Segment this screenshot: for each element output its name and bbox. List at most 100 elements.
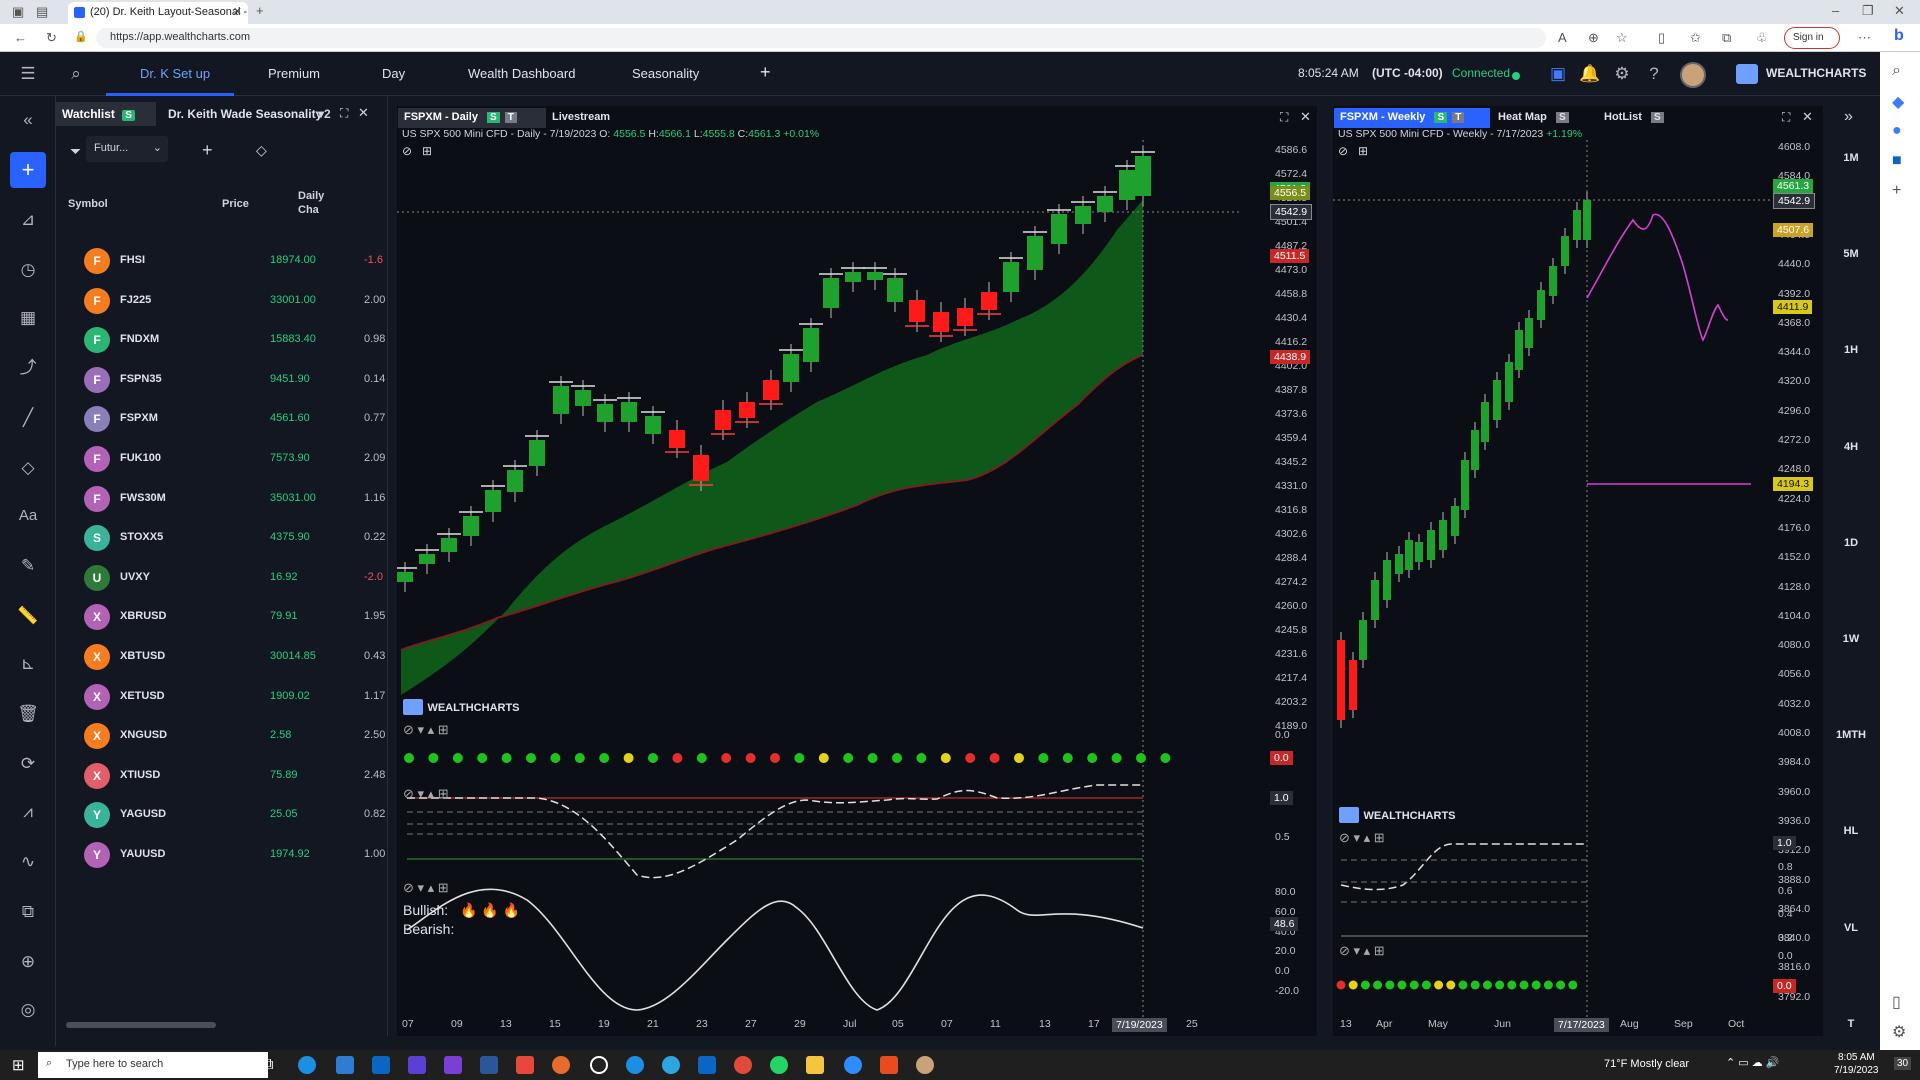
chart-type-icon[interactable]: ⊿	[20, 210, 36, 229]
watchlist-row[interactable]: F FJ225 33001.00 2.00	[56, 280, 388, 319]
ruler-icon[interactable]: 📏	[17, 606, 39, 625]
timeframe-button[interactable]: 1M	[1843, 152, 1859, 164]
help-circle-icon[interactable]: ◎	[20, 1000, 36, 1019]
heat-map-tab[interactable]: Heat Map S	[1492, 108, 1575, 128]
watchlist-row[interactable]: F FHSI 18974.00 -1.6	[56, 240, 388, 279]
app-icon-4[interactable]	[408, 1056, 426, 1074]
timeframe-button[interactable]: 4H	[1843, 440, 1859, 453]
word-app-icon[interactable]	[480, 1056, 498, 1074]
daily-ind3-controls[interactable]: ⊘ ▾ ▴ ⊞	[403, 880, 449, 895]
trend-icon[interactable]: ⤴	[19, 358, 37, 377]
taskbar-search[interactable]: ⌕ Type here to search	[38, 1052, 268, 1078]
daily-visibility-icon[interactable]: ⊘	[402, 144, 413, 158]
pencil-icon[interactable]: ✎	[20, 556, 36, 575]
livestream-tab[interactable]: Livestream	[552, 111, 611, 123]
nav-tab-seasonality[interactable]: Seasonality	[632, 66, 700, 81]
sign-in-button[interactable]: Sign in	[1784, 27, 1840, 49]
weekly-maximize-icon[interactable]: ⛶	[1782, 110, 1791, 124]
collapse-panel-icon[interactable]: «	[23, 110, 33, 129]
windows-start-icon[interactable]: ⊞	[12, 1057, 25, 1074]
daily-ind2-controls[interactable]: ⊘ ▾ ▴ ⊞	[403, 786, 449, 801]
daily-chart-tab[interactable]: FSPXM - Daily S T	[398, 108, 546, 128]
col-header-daily[interactable]: Daily	[298, 190, 325, 202]
collections-icon[interactable]: ⧉	[1722, 30, 1732, 45]
teams-app-icon[interactable]	[444, 1056, 462, 1074]
app-icon-18[interactable]	[916, 1056, 934, 1074]
indicators-icon[interactable]: ⩘	[23, 802, 33, 821]
weekly-ind2-controls[interactable]: ⊘ ▾ ▴ ⊞	[1339, 830, 1385, 845]
timezone-label[interactable]: (UTC -04:00)	[1372, 66, 1443, 80]
timeframe-button[interactable]: 1D	[1843, 536, 1859, 549]
settings-gear-icon[interactable]: ⚙	[1614, 64, 1630, 83]
edge-tools-icon[interactable]: ●	[1892, 122, 1902, 139]
outlook-app-icon[interactable]	[698, 1056, 716, 1074]
expand-right-icon[interactable]: »	[1844, 108, 1853, 125]
watchlist-row[interactable]: X XETUSD 1909.02 1.17	[56, 676, 388, 715]
whatsapp-app-icon[interactable]	[770, 1056, 788, 1074]
close-panel-icon[interactable]: ✕	[358, 105, 369, 120]
watchlist-row[interactable]: U UVXY 16.92 -2.0	[56, 557, 388, 596]
edge-outlook-icon[interactable]: ■	[1892, 152, 1902, 169]
watchlist-row[interactable]: F FSPN35 9451.90 0.14	[56, 359, 388, 398]
watchlist-row[interactable]: X XBTUSD 30014.85 0.43	[56, 636, 388, 675]
extensions-icon[interactable]: ♧	[1756, 30, 1768, 45]
more-menu-icon[interactable]: ⋯	[1858, 30, 1871, 45]
hamburger-menu-icon[interactable]: ☰	[20, 64, 36, 83]
nav-tab-day[interactable]: Day	[382, 66, 406, 81]
zoom-app-icon[interactable]	[844, 1056, 862, 1074]
back-icon[interactable]: ←	[14, 30, 27, 45]
timeframe-button[interactable]: 1W	[1842, 633, 1860, 645]
close-tab-icon[interactable]: ✕	[232, 6, 242, 18]
text-tool-icon[interactable]: Aa	[18, 507, 38, 524]
filter-select[interactable]: Futur... ⌄	[86, 136, 168, 162]
copilot-icon[interactable]: b	[1894, 27, 1904, 44]
watchlist-row[interactable]: X XBRUSD 79.91 1.95	[56, 596, 388, 635]
address-bar[interactable]: https://app.wealthcharts.com	[96, 28, 1546, 48]
watchlist-row[interactable]: F FSPXM 4561.60 0.77	[56, 398, 388, 437]
store-app-icon[interactable]	[336, 1056, 354, 1074]
tab-actions-icon[interactable]: ▤	[36, 4, 49, 19]
list-dropdown[interactable]: ▾2	[318, 107, 331, 121]
favorite-icon[interactable]: ☆	[1616, 30, 1628, 45]
task-view-icon[interactable]: ⧉	[262, 1056, 274, 1073]
nav-tab-premium[interactable]: Premium	[268, 66, 321, 81]
clock-icon[interactable]: ◷	[20, 260, 36, 279]
weather-widget[interactable]: 71°F Mostly clear	[1604, 1058, 1690, 1070]
daily-close-icon[interactable]: ✕	[1300, 109, 1311, 124]
zoom-icon[interactable]: ⊕	[1588, 30, 1599, 45]
watchlist-row[interactable]: X XNGUSD 2.58 2.50	[56, 715, 388, 754]
read-aloud-icon[interactable]: A	[1558, 30, 1567, 45]
add-button[interactable]: +	[10, 152, 46, 188]
app-icon-17[interactable]	[880, 1056, 898, 1074]
maximize-icon[interactable]: ⛶	[340, 106, 349, 120]
tray-icons[interactable]: ⌃ ▭ ☁ 🔊	[1726, 1057, 1780, 1069]
line-tool-icon[interactable]: ╱	[22, 408, 34, 427]
hotlist-tab[interactable]: HotList S	[1598, 108, 1670, 128]
refresh-icon[interactable]: ↻	[46, 30, 57, 45]
calendar-icon[interactable]: ▦	[19, 308, 37, 327]
weekly-visibility-icon[interactable]: ⊘	[1338, 144, 1349, 158]
watchlist-row[interactable]: S STOXX5 4375.90 0.22	[56, 517, 388, 556]
edge-app-icon[interactable]	[298, 1056, 316, 1074]
weekly-close-icon[interactable]: ✕	[1802, 109, 1813, 124]
timeframe-button[interactable]: T	[1847, 1017, 1855, 1030]
firefox-app-icon[interactable]	[552, 1056, 570, 1074]
timeframe-button[interactable]: VL	[1843, 921, 1859, 934]
strategy-icon[interactable]: ∿	[20, 852, 36, 871]
app-icon-7[interactable]	[516, 1056, 534, 1074]
restore-icon[interactable]: ❐	[1862, 3, 1874, 18]
minimize-icon[interactable]: –	[1832, 3, 1840, 18]
list-name-tab[interactable]: Dr. Keith Wade Seasonality	[168, 107, 323, 121]
search-icon[interactable]: ⌕	[71, 64, 81, 83]
nav-tab-wealth-dashboard[interactable]: Wealth Dashboard	[468, 66, 576, 81]
close-window-icon[interactable]: ✕	[1894, 3, 1905, 18]
eraser-icon[interactable]: ◇	[256, 142, 267, 158]
crosshair-icon[interactable]: ⊕	[20, 952, 36, 971]
shapes-icon[interactable]: ◇	[21, 458, 35, 477]
daily-maximize-icon[interactable]: ⛶	[1280, 110, 1289, 124]
watchlist-row[interactable]: Y YAGUSD 25.05 0.82	[56, 794, 388, 833]
lock-icon[interactable]: 🔒	[74, 31, 88, 43]
watchlist-tab[interactable]: Watchlist S	[56, 102, 156, 126]
browser-tab[interactable]: (20) Dr. Keith Layout-Seasonal - ✕	[68, 2, 248, 24]
timeframe-button[interactable]: HL	[1843, 825, 1859, 838]
